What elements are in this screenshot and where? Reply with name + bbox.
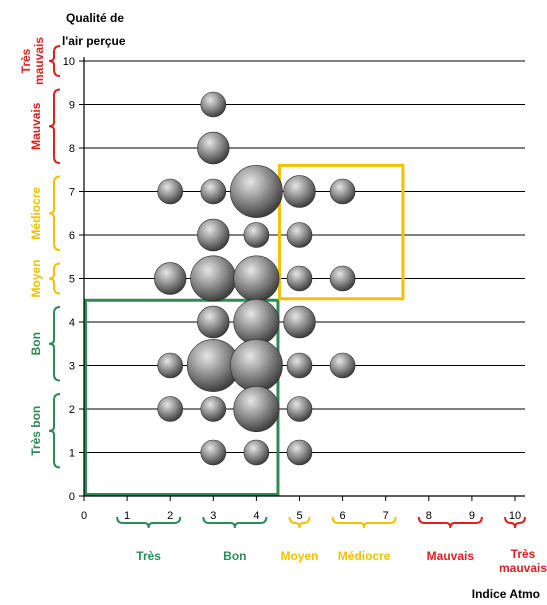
bubble-point	[190, 255, 237, 302]
x-tick-label: 3	[210, 510, 216, 522]
y-tick-label: 1	[69, 448, 75, 460]
bubble-point	[157, 396, 183, 422]
bubble-point	[286, 265, 313, 292]
y-category-brace	[48, 306, 61, 382]
x-category-label: Très	[136, 549, 161, 563]
bubble-point	[286, 396, 313, 422]
highlight-box-green	[84, 298, 280, 496]
gridlines	[84, 60, 525, 453]
y-tick-label: 2	[69, 404, 75, 416]
y-category-brace	[48, 175, 61, 251]
x-tick-label: 2	[167, 510, 173, 522]
highlight-boxes	[84, 163, 405, 496]
bubble-point	[286, 222, 313, 248]
bubble-point	[157, 178, 183, 205]
bubble-point	[243, 439, 270, 466]
highlight-box-yellow	[277, 163, 405, 301]
x-tick-label: 6	[340, 510, 346, 522]
x-tick-label: 8	[426, 510, 432, 522]
bubble-point	[243, 222, 270, 248]
bubble-point	[200, 178, 227, 205]
y-tick-label: 8	[69, 143, 75, 155]
x-tick-label: 4	[253, 510, 259, 522]
y-tick-label: 6	[69, 230, 75, 242]
y-category-brace	[48, 88, 61, 164]
bubble-point	[286, 439, 313, 466]
bubble-point	[229, 165, 283, 218]
y-category-label: Moyen	[29, 259, 43, 297]
bubble-point	[286, 352, 313, 379]
x-category-brace	[202, 516, 268, 529]
y-axis-title-line-1: Qualité de	[66, 11, 124, 25]
x-tick-label: 5	[296, 510, 302, 522]
bubble-point	[200, 439, 227, 466]
bubble-point	[229, 339, 283, 392]
bubble-point	[233, 385, 280, 432]
bubble-point	[329, 265, 356, 292]
bubble-point	[157, 352, 183, 379]
x-tick-label: 10	[509, 510, 521, 522]
x-category-label: Médiocre	[338, 549, 391, 563]
bubble-point	[329, 178, 356, 205]
bubble-point	[200, 396, 227, 422]
x-category-brace	[288, 516, 311, 529]
y-tick-label: 10	[63, 56, 75, 68]
y-category-label: Très bon	[29, 406, 43, 456]
bubbles	[154, 91, 356, 466]
y-axis-title-line-2: l'air perçue	[62, 34, 126, 48]
y-tick-label: 5	[69, 274, 75, 286]
y-category-brace	[48, 262, 61, 295]
bubble-point	[283, 175, 316, 208]
axes: 0 1 2 3 4 5 6 7 8 9 10 0 1 2 3 4 5 6 7 8 9 10	[63, 56, 525, 522]
y-tick-label: 4	[69, 317, 75, 329]
bubble-point	[200, 91, 227, 118]
x-category-label: Mauvais	[427, 549, 475, 563]
y-category-label: Mauvais	[29, 102, 43, 150]
x-category-brace	[331, 516, 397, 529]
bubble-point	[197, 305, 230, 339]
bubble-point	[233, 255, 280, 302]
x-tick-label: 0	[81, 510, 87, 522]
y-tick-label: 7	[69, 187, 75, 199]
x-category-brace	[504, 516, 526, 529]
y-category-label: Trèsmauvais	[19, 37, 46, 85]
bubble-point	[283, 305, 316, 339]
x-tick-label: 9	[469, 510, 475, 522]
y-category-brackets: Très bon Bon Moyen Médiocre Mauvais Trèsmauva…	[19, 37, 61, 469]
bubble-point	[329, 352, 356, 379]
x-axis-title: Indice Atmo	[472, 587, 540, 601]
x-category-label: Très mauvais	[499, 547, 547, 575]
x-category-label: Bon	[223, 549, 246, 563]
x-tick-label: 1	[124, 510, 130, 522]
y-tick-label: 0	[69, 491, 75, 503]
bubble-point	[233, 298, 280, 345]
x-category-brace	[116, 516, 182, 529]
y-tick-label: 3	[69, 361, 75, 373]
y-category-label: Bon	[29, 332, 43, 355]
bubble-point	[197, 218, 230, 252]
bubble-point	[197, 131, 230, 165]
y-category-brace	[48, 393, 61, 469]
x-category-label: Moyen	[280, 549, 318, 563]
bubble-point	[154, 262, 187, 295]
x-category-brace	[417, 516, 483, 529]
x-tick-label: 7	[383, 510, 389, 522]
y-category-label: Médiocre	[29, 187, 43, 240]
x-category-brackets: Très Bon Moyen Médiocre Mauvais Très mauvais	[116, 516, 547, 575]
y-category-brace	[48, 45, 61, 77]
y-tick-label: 9	[69, 100, 75, 112]
